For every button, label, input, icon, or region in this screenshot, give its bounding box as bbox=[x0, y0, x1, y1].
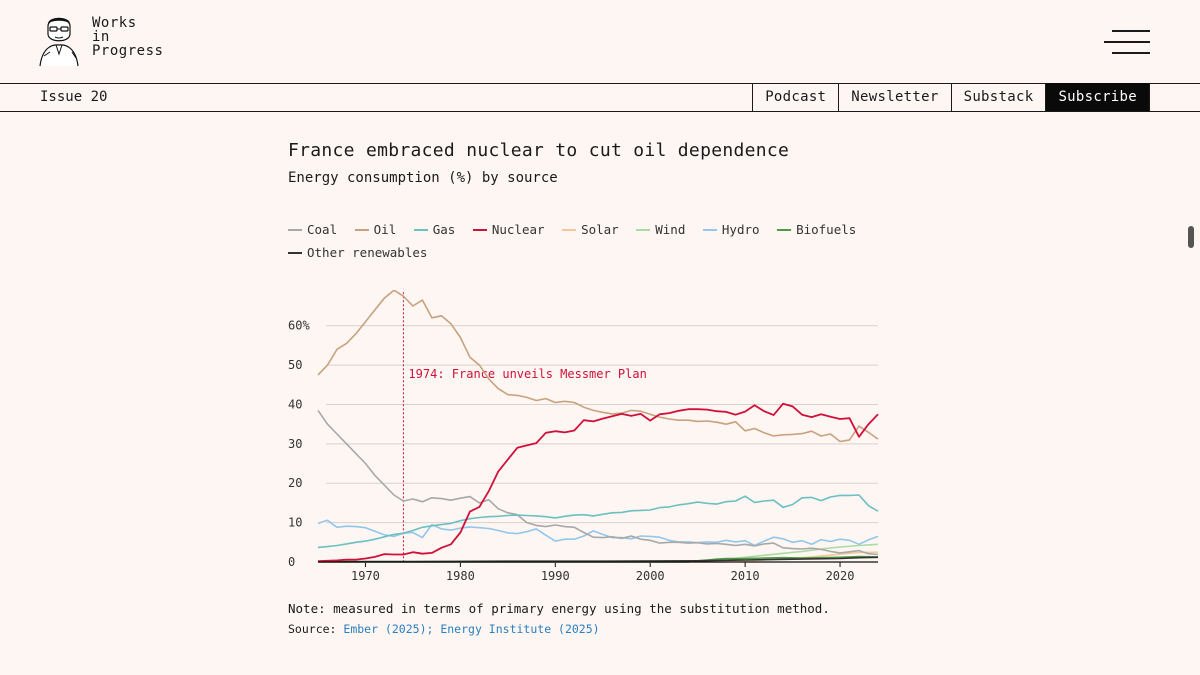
scrollbar-thumb[interactable] bbox=[1188, 226, 1194, 248]
x-tick-label-1990: 1990 bbox=[541, 569, 570, 583]
x-tick-label-2000: 2000 bbox=[636, 569, 665, 583]
energy-mix-line-chart: 0 10 20 30 40 50 60% 1970 1980 1990 2000 2010 2020 19… bbox=[288, 290, 879, 583]
y-tick-label-10: 10 bbox=[288, 516, 302, 530]
legend-item-biofuels[interactable]: Biofuels bbox=[777, 218, 856, 241]
legend-swatch-gas bbox=[413, 228, 428, 231]
legend-item-solar[interactable]: Solar bbox=[562, 218, 619, 241]
legend-swatch-oil bbox=[354, 228, 369, 231]
brand-name[interactable]: Works in Progress bbox=[92, 16, 163, 58]
series-line-nuclear bbox=[317, 402, 879, 563]
x-tick-label-2020: 2020 bbox=[826, 569, 855, 583]
subscribe-button[interactable]: Subscribe bbox=[1045, 83, 1150, 111]
y-tick-label-40: 40 bbox=[288, 397, 302, 411]
series-line-hydro bbox=[317, 519, 879, 547]
nav-newsletter-link[interactable]: Newsletter bbox=[838, 83, 950, 111]
x-tick-label-1980: 1980 bbox=[446, 569, 475, 583]
annotation-label: 1974: France unveils Messmer Plan bbox=[408, 367, 646, 381]
series-line-coal bbox=[317, 409, 879, 556]
legend-label-solar: Solar bbox=[581, 222, 619, 237]
legend-label-oil: Oil bbox=[373, 222, 397, 237]
chart-source: Source: Ember (2025); Energy Institute (… bbox=[288, 622, 600, 636]
nav-substack-link[interactable]: Substack bbox=[950, 83, 1046, 111]
legend-item-gas[interactable]: Gas bbox=[413, 218, 456, 241]
legend-item-oil[interactable]: Oil bbox=[354, 218, 397, 241]
legend-label-coal: Coal bbox=[307, 222, 338, 237]
nav-links: Podcast Newsletter Substack Subscribe bbox=[752, 83, 1150, 111]
series-line-gas bbox=[317, 494, 879, 549]
legend-swatch-nuclear bbox=[472, 228, 487, 231]
legend-item-other-renewables[interactable]: Other renewables bbox=[288, 241, 427, 264]
legend-item-wind[interactable]: Wind bbox=[636, 218, 685, 241]
x-tick-label-2010: 2010 bbox=[731, 569, 760, 583]
legend-item-hydro[interactable]: Hydro bbox=[702, 218, 760, 241]
legend-swatch-wind bbox=[636, 228, 651, 231]
legend-label-hydro: Hydro bbox=[721, 222, 760, 237]
x-tick-label-1970: 1970 bbox=[351, 569, 380, 583]
chart-legend: Coal Oil Gas Nuclear Solar Wind Hydro Bi… bbox=[288, 218, 888, 264]
nav-bar: Issue 20 Podcast Newsletter Substack Sub… bbox=[0, 83, 1200, 112]
y-tick-label-50: 50 bbox=[288, 358, 302, 372]
source-link[interactable]: Ember (2025); Energy Institute (2025) bbox=[343, 622, 600, 636]
legend-item-coal[interactable]: Coal bbox=[288, 218, 337, 241]
author-portrait-logo-icon[interactable] bbox=[36, 12, 82, 68]
issue-link[interactable]: Issue 20 bbox=[40, 89, 108, 105]
menu-bar-1 bbox=[1112, 30, 1150, 32]
menu-bar-2 bbox=[1104, 41, 1150, 43]
legend-swatch-hydro bbox=[702, 228, 717, 231]
y-tick-label-0: 0 bbox=[288, 555, 295, 569]
brand-line-2: in bbox=[92, 29, 110, 45]
brand-line-3: Progress bbox=[92, 43, 164, 59]
legend-swatch-coal bbox=[288, 228, 302, 231]
legend-swatch-biofuels bbox=[777, 228, 792, 231]
legend-swatch-solar bbox=[562, 228, 577, 231]
y-tick-label-60: 60% bbox=[288, 319, 310, 333]
nav-podcast-link[interactable]: Podcast bbox=[752, 83, 838, 111]
legend-label-wind: Wind bbox=[655, 222, 686, 237]
y-tick-label-20: 20 bbox=[288, 476, 302, 490]
legend-item-nuclear[interactable]: Nuclear bbox=[472, 218, 545, 241]
legend-label-nuclear: Nuclear bbox=[491, 222, 545, 237]
hamburger-menu-icon[interactable] bbox=[1104, 30, 1150, 54]
chart-note: Note: measured in terms of primary energ… bbox=[288, 601, 830, 616]
legend-label-gas: Gas bbox=[432, 222, 456, 237]
menu-bar-3 bbox=[1112, 52, 1150, 54]
chart-title: France embraced nuclear to cut oil depen… bbox=[288, 140, 790, 161]
source-label: Source: bbox=[288, 622, 337, 636]
series-line-oil bbox=[317, 290, 879, 443]
legend-swatch-other-renewables bbox=[288, 251, 302, 254]
legend-label-other-renewables: Other renewables bbox=[307, 245, 428, 260]
site-header: Works in Progress bbox=[0, 0, 1200, 84]
brand-line-1: Works bbox=[92, 15, 137, 31]
chart-subtitle: Energy consumption (%) by source bbox=[288, 170, 558, 186]
legend-label-biofuels: Biofuels bbox=[796, 222, 857, 237]
y-tick-label-30: 30 bbox=[288, 437, 302, 451]
